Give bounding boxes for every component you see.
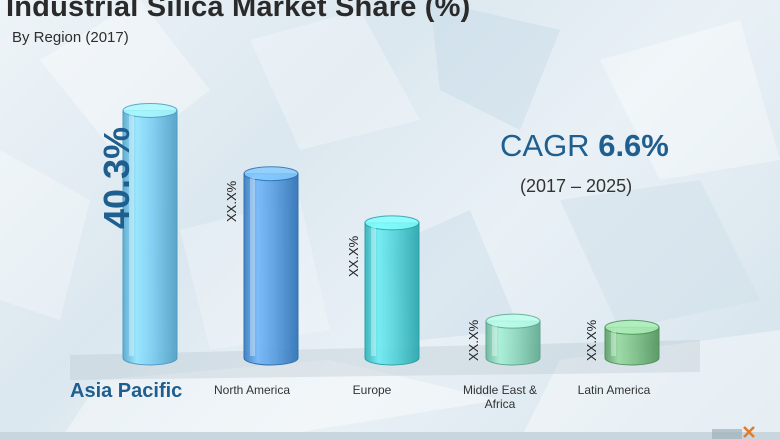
chart-title: Industrial Silica Market Share (%) xyxy=(6,0,471,23)
bar-north-america xyxy=(243,166,299,366)
category-label-latin-america: Latin America xyxy=(577,383,651,397)
value-label-middle-east-africa: XX.X% xyxy=(466,319,481,361)
value-label-europe: XX.X% xyxy=(346,235,361,277)
cagr-label: CAGR xyxy=(500,128,590,163)
bar-asia-pacific xyxy=(122,102,178,366)
value-label-north-america: XX.X% xyxy=(224,180,239,222)
cagr-period: (2017 – 2025) xyxy=(520,176,633,196)
bar-europe xyxy=(364,215,420,366)
cagr-annotation: CAGR 6.6% xyxy=(500,128,669,164)
bar-latin-america xyxy=(604,319,660,366)
category-label-europe: Europe xyxy=(352,383,392,397)
cagr-value: 6.6% xyxy=(598,128,669,163)
value-label-latin-america: XX.X% xyxy=(584,319,599,361)
chart-subtitle: By Region (2017) xyxy=(12,29,129,46)
value-label-asia-pacific: 40.3% xyxy=(96,126,137,229)
bar-middle-east-africa xyxy=(485,313,541,366)
category-label-middle-east-africa: Middle East & Africa xyxy=(462,383,538,411)
publisher-logo xyxy=(712,426,755,439)
category-label-north-america: North America xyxy=(213,383,291,397)
category-label-asia-pacific: Asia Pacific xyxy=(70,380,183,402)
footer-strip xyxy=(0,432,780,440)
